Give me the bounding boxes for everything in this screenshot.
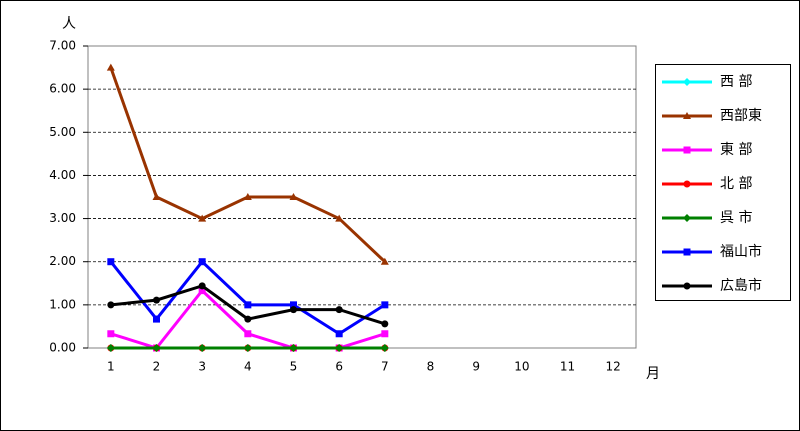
x-tick-label: 2: [153, 360, 161, 374]
marker: [244, 330, 252, 338]
marker: [153, 296, 160, 304]
legend-label: 西 部: [720, 74, 752, 90]
marker: [380, 257, 389, 265]
marker: [381, 301, 389, 309]
legend-label: 西部東: [720, 108, 762, 124]
x-tick-label: 5: [290, 360, 298, 374]
marker: [107, 258, 115, 266]
legend-marker: [683, 248, 691, 256]
y-tick-label: 7.00: [49, 39, 76, 53]
marker: [153, 315, 160, 323]
marker: [107, 301, 115, 309]
legend-marker: [683, 112, 691, 119]
legend-marker: [683, 214, 691, 222]
marker: [107, 330, 115, 338]
marker: [290, 306, 297, 314]
legend-marker: [683, 282, 691, 290]
x-unit: 月: [646, 366, 660, 382]
x-tick-label: 7: [381, 360, 389, 374]
x-tick-label: 12: [606, 360, 621, 374]
marker: [244, 315, 252, 323]
marker: [106, 344, 115, 352]
x-tick-label: 6: [335, 360, 343, 374]
x-tick-label: 3: [198, 360, 206, 374]
x-tick-label: 11: [560, 360, 575, 374]
legend-marker: [683, 78, 691, 86]
legend-label: 福山市: [720, 243, 762, 260]
legend-label: 東 部: [720, 142, 752, 158]
x-tick-label: 9: [472, 360, 480, 374]
y-tick-label: 1.00: [49, 297, 76, 311]
marker: [381, 330, 389, 338]
marker: [198, 282, 206, 290]
marker: [290, 301, 297, 309]
marker: [335, 214, 344, 222]
x-tick-label: 1: [107, 360, 115, 374]
legend-label: 北 部: [720, 176, 752, 192]
marker: [335, 344, 344, 352]
y-tick-label: 0.00: [49, 341, 76, 355]
marker: [106, 63, 115, 71]
y-tick-label: 5.00: [49, 125, 76, 139]
x-tick-label: 8: [427, 360, 435, 374]
legend-label: 広島市: [720, 277, 762, 294]
marker: [152, 193, 161, 200]
x-tick-label: 4: [244, 360, 252, 374]
y-tick-label: 6.00: [49, 82, 76, 96]
marker: [243, 344, 252, 352]
marker: [380, 344, 389, 352]
marker: [244, 301, 252, 309]
y-tick-label: 3.00: [49, 211, 76, 225]
legend-marker: [683, 146, 691, 154]
x-tick-label: 10: [514, 360, 529, 374]
marker: [381, 320, 389, 328]
marker: [243, 193, 252, 200]
y-tick-label: 4.00: [49, 168, 76, 182]
marker: [198, 287, 206, 295]
marker: [198, 214, 207, 222]
marker: [198, 258, 206, 266]
marker: [335, 330, 343, 338]
marker: [152, 344, 161, 352]
y-unit: 人: [62, 16, 76, 32]
plot-area: [87, 45, 637, 349]
marker: [198, 344, 207, 352]
legend-label: 呉 市: [720, 209, 752, 226]
marker: [289, 344, 298, 352]
marker: [289, 193, 298, 200]
marker: [335, 306, 343, 314]
legend-marker: [683, 180, 691, 188]
y-tick-label: 2.00: [49, 254, 76, 268]
